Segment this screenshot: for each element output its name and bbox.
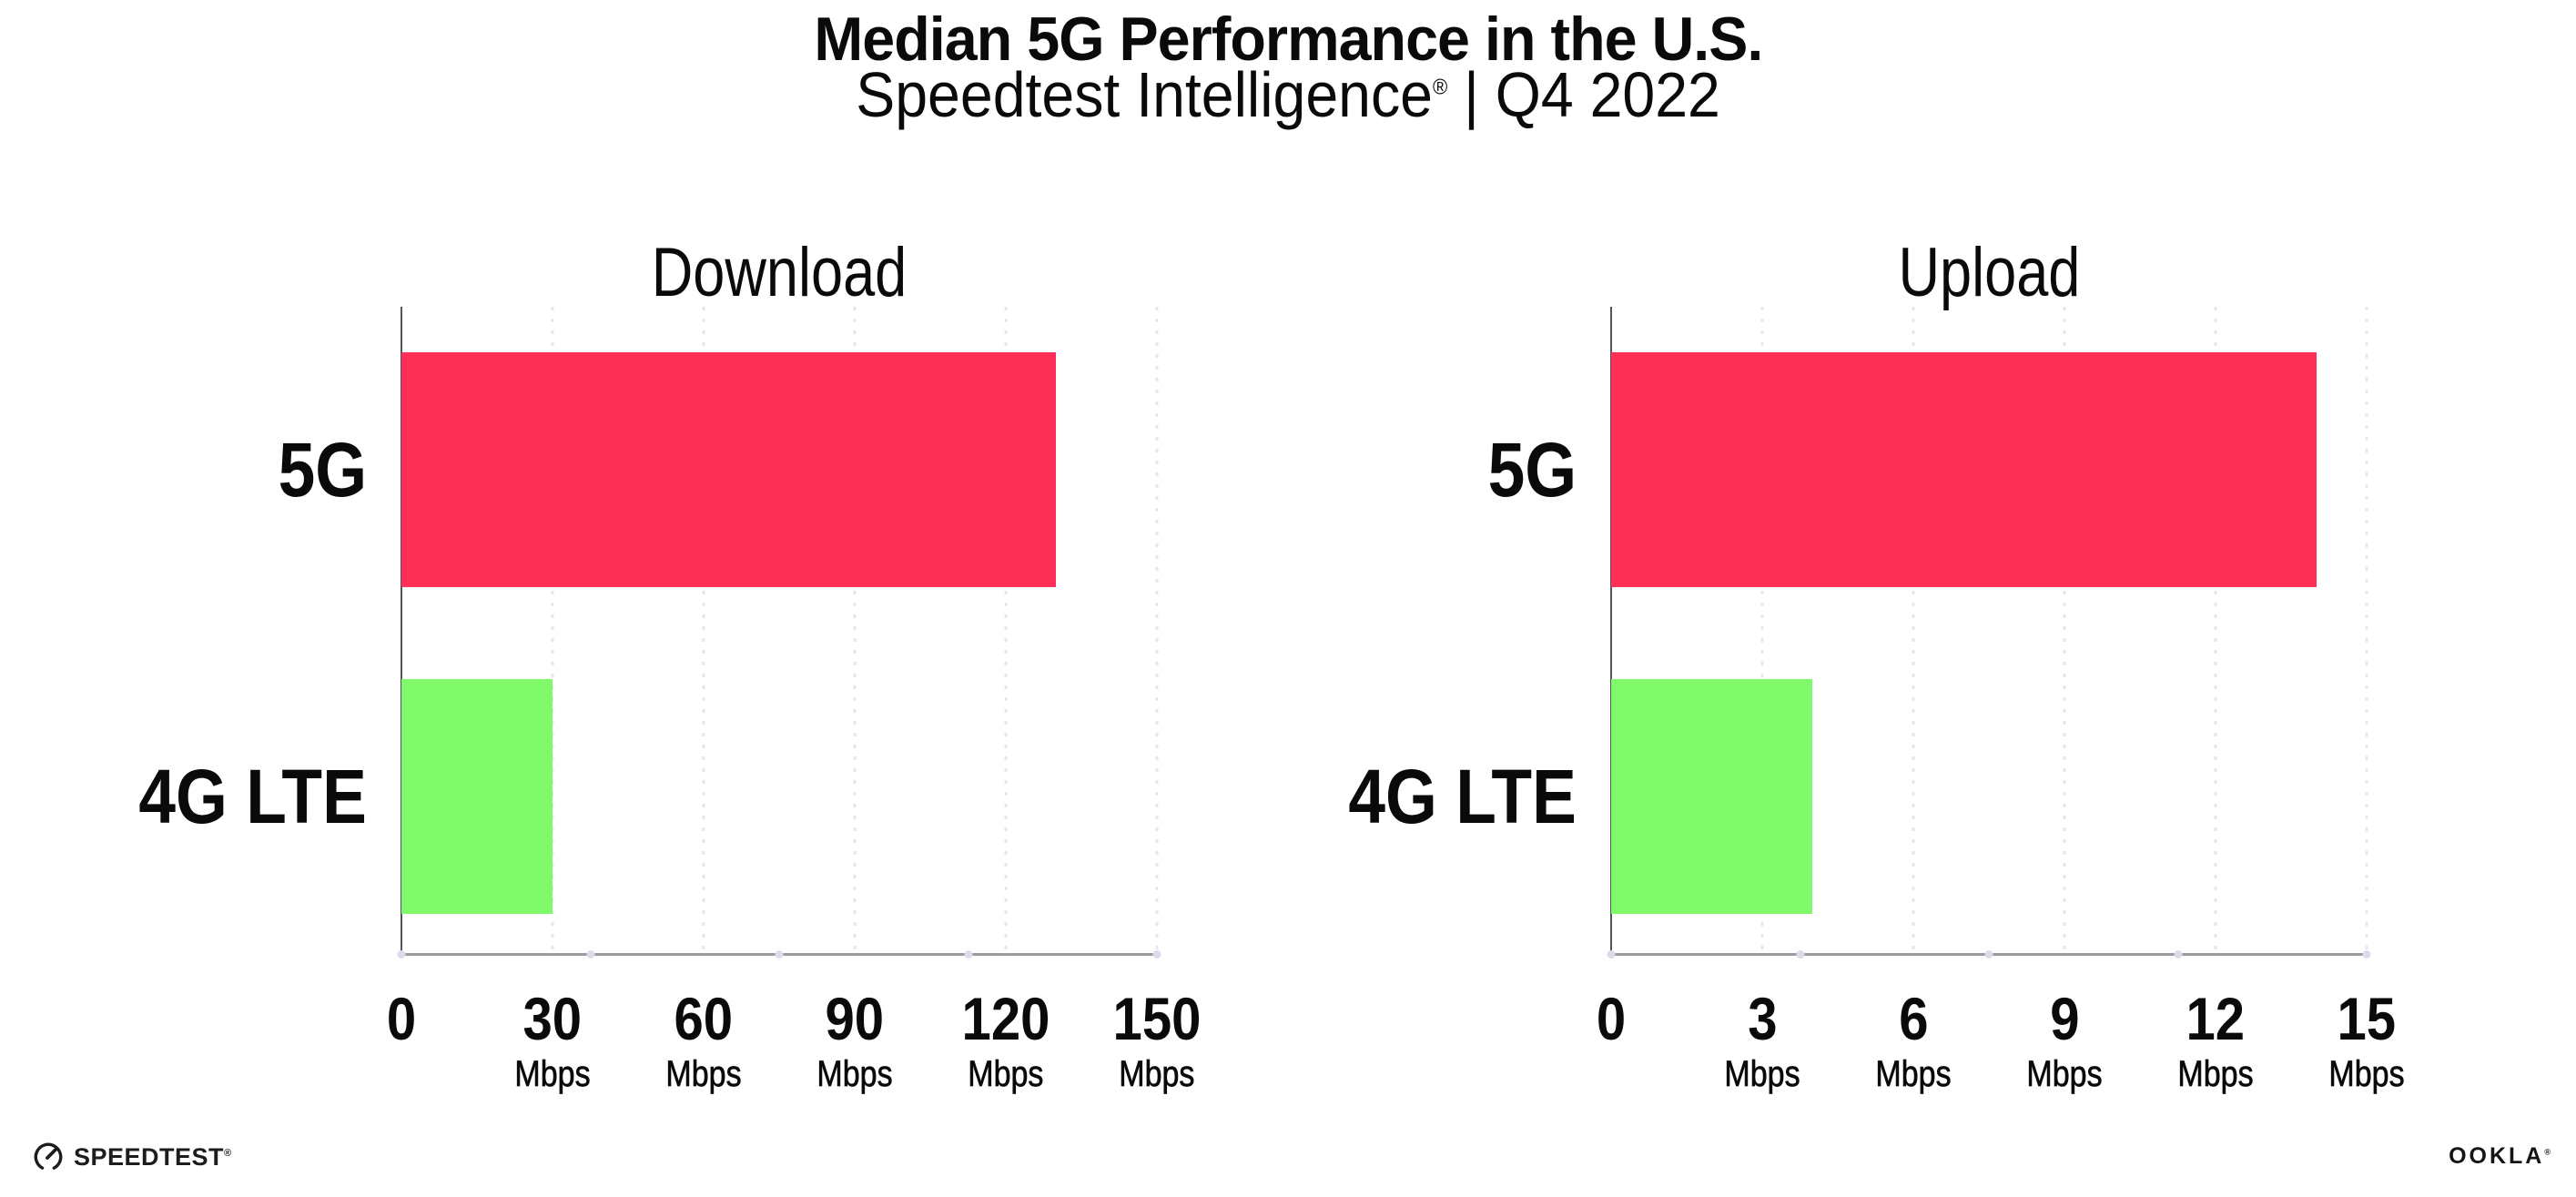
tick-label-0: 0 xyxy=(386,985,417,1052)
axis-dot xyxy=(397,950,406,959)
chart-subtitle: Speedtest Intelligence® | Q4 2022 xyxy=(0,58,2576,131)
axis-dot xyxy=(586,950,594,959)
bar-4g-lte-upload xyxy=(1611,679,1813,914)
tick-unit-label: Mbps xyxy=(1119,1054,1195,1094)
tick-label-60: 60 Mbps xyxy=(665,985,742,1094)
subtitle-brand: Speedtest Intelligence xyxy=(856,59,1433,130)
upload-plot-area xyxy=(1607,307,2371,959)
speedtest-trademark-icon: ® xyxy=(224,1147,232,1159)
download-chart-panel: Download 0 30 Mbps 60 Mbps 90 Mbps 120 Mbps 150 Mb… xyxy=(139,0,1202,1197)
gridline-3-mbps xyxy=(1760,307,1764,956)
download-x-axis-ticks: 0 30 Mbps 60 Mbps 90 Mbps 120 Mbps 150 Mbps xyxy=(387,985,1202,1098)
subtitle-period: | Q4 2022 xyxy=(1447,59,1720,130)
tick-label-30: 30 Mbps xyxy=(514,985,591,1094)
tick-label-90: 90 Mbps xyxy=(816,985,893,1094)
tick-label-3: 3 Mbps xyxy=(1724,985,1800,1094)
upload-x-axis-ticks: 0 3 Mbps 6 Mbps 9 Mbps 12 Mbps 15 Mbps xyxy=(1597,985,2405,1098)
tick-unit-label: Mbps xyxy=(2328,1054,2405,1094)
gridline-12-mbps xyxy=(2214,307,2217,956)
axis-dot xyxy=(1152,950,1161,959)
tick-unit-label: Mbps xyxy=(1724,1054,1800,1094)
upload-chart-title: Upload xyxy=(1898,234,2080,311)
page-title: Median 5G Performance in the U.S. xyxy=(0,4,2576,75)
axis-dot xyxy=(1984,950,1993,959)
ookla-wordmark: OOKLA® xyxy=(2449,1143,2551,1169)
tick-unit-label: Mbps xyxy=(1875,1054,1952,1094)
tick-unit-label: Mbps xyxy=(514,1054,591,1094)
bar-4g-lte-download xyxy=(401,679,553,914)
speedtest-logo: SPEEDTEST® xyxy=(31,1140,232,1174)
axis-dot xyxy=(964,950,972,959)
tick-unit-label: Mbps xyxy=(968,1054,1044,1094)
tick-label-15: 15 Mbps xyxy=(2328,985,2405,1094)
axis-dot xyxy=(1607,950,1616,959)
tick-label-6: 6 Mbps xyxy=(1875,985,1952,1094)
upload-y-axis-line xyxy=(1610,307,1612,956)
bar-5g-upload xyxy=(1611,352,2317,587)
tick-unit-label: Mbps xyxy=(2177,1054,2254,1094)
tick-label-0: 0 xyxy=(1596,985,1627,1052)
gridline-15-mbps xyxy=(2365,307,2368,956)
gridline-90-mbps xyxy=(853,307,857,956)
speedtest-gauge-icon xyxy=(34,1142,63,1172)
tick-label-150: 150 Mbps xyxy=(1112,985,1202,1094)
gridline-60-mbps xyxy=(702,307,705,956)
tick-unit-label: Mbps xyxy=(665,1054,742,1094)
tick-label-9: 9 Mbps xyxy=(2026,985,2103,1094)
gridline-120-mbps xyxy=(1004,307,1008,956)
tick-unit-label: Mbps xyxy=(2026,1054,2103,1094)
axis-dot xyxy=(1796,950,1804,959)
download-y-axis-line xyxy=(401,307,402,956)
axis-dot xyxy=(2362,950,2371,959)
axis-dot xyxy=(775,950,784,959)
bar-5g-download xyxy=(401,352,1057,587)
upload-chart-panel: Upload 0 3 Mbps 6 Mbps 9 Mbps 12 Mbps 15 Mbps 5G 4G… xyxy=(1349,0,2405,1197)
ookla-trademark-icon: ® xyxy=(2544,1147,2551,1157)
gridline-9-mbps xyxy=(2063,307,2066,956)
download-plot-area xyxy=(397,307,1161,959)
registered-mark-icon: ® xyxy=(1432,75,1448,100)
gridline-150-mbps xyxy=(1155,307,1159,956)
speedtest-wordmark: SPEEDTEST® xyxy=(74,1142,232,1171)
gridline-6-mbps xyxy=(1912,307,1915,956)
download-chart-title: Download xyxy=(651,234,908,311)
ookla-logo: OOKLA® xyxy=(2449,1145,2551,1168)
tick-unit-label: Mbps xyxy=(816,1054,893,1094)
tick-label-120: 120 Mbps xyxy=(961,985,1050,1094)
tick-label-12: 12 Mbps xyxy=(2177,985,2254,1094)
gridline-30-mbps xyxy=(551,307,554,956)
page-title-text: Median 5G Performance in the U.S. xyxy=(813,5,1763,74)
axis-dot xyxy=(2174,950,2182,959)
